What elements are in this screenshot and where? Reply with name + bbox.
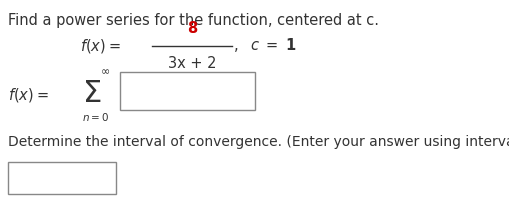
Text: $\Sigma$: $\Sigma$ (82, 78, 101, 108)
Text: 3x + 2: 3x + 2 (167, 56, 216, 71)
Text: $\it{f}$$(x) =$: $\it{f}$$(x) =$ (8, 86, 48, 104)
Text: $\it{c}$ $=$: $\it{c}$ $=$ (249, 38, 277, 53)
Text: $\it{f}$$(x) =$: $\it{f}$$(x) =$ (80, 37, 121, 55)
Text: ,: , (234, 38, 238, 53)
Text: 1: 1 (285, 38, 295, 53)
Text: $n=0$: $n=0$ (82, 111, 109, 123)
Text: Determine the interval of convergence. (Enter your answer using interval notatio: Determine the interval of convergence. (… (8, 135, 509, 149)
Text: $\infty$: $\infty$ (100, 66, 110, 76)
Text: Find a power series for the function, centered at c.: Find a power series for the function, ce… (8, 13, 378, 28)
Bar (120, 72, 254, 110)
Text: 8: 8 (186, 21, 197, 36)
Bar (8, 162, 116, 194)
